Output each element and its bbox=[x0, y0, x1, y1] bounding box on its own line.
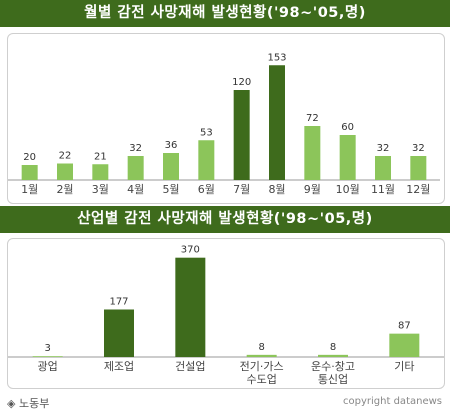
data-label-2: 22 bbox=[59, 151, 72, 162]
data-label-1: 20 bbox=[23, 152, 36, 163]
tick-label-11: 11월 bbox=[371, 183, 395, 196]
data-label-4: 32 bbox=[129, 143, 142, 154]
tick-label-10: 10월 bbox=[336, 183, 360, 196]
tick-label-9: 9월 bbox=[304, 183, 321, 196]
bar-9 bbox=[304, 126, 321, 180]
data-label-1: 3 bbox=[44, 343, 50, 354]
data-label-3: 370 bbox=[181, 245, 200, 256]
data-label-2: 177 bbox=[109, 296, 128, 307]
tick-label-3: 3월 bbox=[92, 183, 109, 196]
industry-chart-panel: 3 광업 177 제조업 370 건설업 8 전기·가스 수도업 8 운수·창고 통신업 87 기타 bbox=[7, 238, 445, 389]
tick-label-2: 2월 bbox=[56, 183, 73, 196]
tick-label-8: 8월 bbox=[268, 183, 285, 196]
data-label-3: 21 bbox=[94, 151, 107, 162]
tick-label-4: 4월 bbox=[127, 183, 144, 196]
data-label-7: 120 bbox=[232, 77, 251, 88]
monthly-bar-chart: 20 1월 22 2월 21 3월 32 4월 36 5월 53 6월 120 7월 153 8월 72 9월 60… bbox=[8, 52, 440, 196]
data-label-4: 8 bbox=[258, 342, 264, 353]
tick-label-5: 5월 bbox=[162, 183, 179, 196]
bar-10 bbox=[339, 135, 356, 180]
bar-4 bbox=[127, 156, 144, 180]
bar-5 bbox=[318, 354, 348, 357]
tick-label-12: 12월 bbox=[406, 183, 430, 196]
data-label-8: 153 bbox=[267, 52, 286, 63]
industry-chart-title: 산업별 감전 사망재해 발생현황('98~'05,명) bbox=[0, 206, 450, 233]
tick-label-5-line-1: 운수·창고 bbox=[311, 360, 355, 373]
data-label-11: 32 bbox=[377, 143, 390, 154]
tick-label-5-line-2: 통신업 bbox=[318, 373, 348, 386]
tick-label-7: 7월 bbox=[233, 183, 250, 196]
bar-1 bbox=[32, 356, 63, 357]
bar-2 bbox=[57, 163, 73, 180]
bar-11 bbox=[375, 156, 391, 180]
bar-7 bbox=[233, 90, 250, 180]
bar-3 bbox=[175, 257, 206, 357]
bar-1 bbox=[21, 165, 38, 180]
monthly-chart-title: 월별 감전 사망재해 발생현황('98~'05,명) bbox=[0, 0, 450, 27]
tick-label-1: 1월 bbox=[21, 183, 38, 196]
tick-label-6: 6월 bbox=[198, 183, 215, 196]
data-label-6: 87 bbox=[398, 321, 411, 332]
tick-label-4-line-1: 전기·가스 bbox=[240, 360, 284, 373]
bar-3 bbox=[92, 164, 109, 180]
bar-6 bbox=[198, 140, 215, 180]
bar-5 bbox=[163, 153, 179, 180]
tick-label-4-line-2: 수도업 bbox=[246, 373, 276, 386]
bar-12 bbox=[410, 156, 427, 180]
data-label-5: 8 bbox=[330, 342, 336, 353]
data-label-5: 36 bbox=[165, 140, 178, 151]
data-label-6: 53 bbox=[200, 127, 213, 138]
source-label: ◈ 노동부 bbox=[7, 397, 50, 410]
bar-4 bbox=[246, 354, 277, 357]
bar-6 bbox=[389, 333, 420, 357]
tick-label-2: 제조업 bbox=[104, 360, 134, 373]
bar-8 bbox=[269, 65, 285, 180]
monthly-chart-panel: 20 1월 22 2월 21 3월 32 4월 36 5월 53 6월 120 7월 153 8월 72 9월 60… bbox=[7, 33, 445, 204]
data-label-12: 32 bbox=[412, 143, 425, 154]
bar-2 bbox=[104, 309, 134, 357]
tick-label-3: 건설업 bbox=[175, 360, 205, 373]
tick-label-6: 기타 bbox=[394, 360, 414, 373]
copyright-label: copyright datanews bbox=[343, 396, 442, 407]
tick-label-1: 광업 bbox=[38, 360, 58, 373]
data-label-10: 60 bbox=[341, 122, 354, 133]
data-label-9: 72 bbox=[306, 113, 319, 124]
